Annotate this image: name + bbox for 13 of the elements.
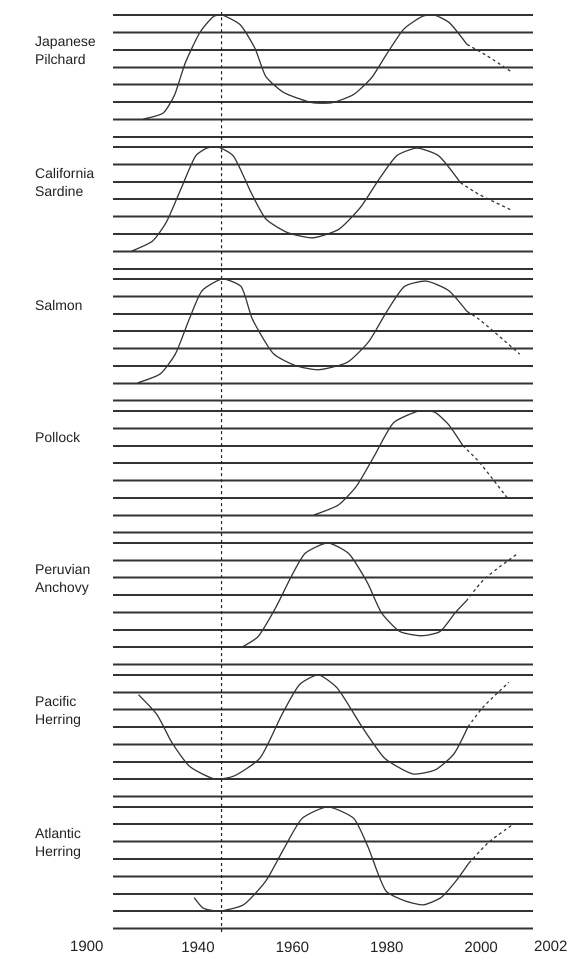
x-tick-label: 2000 [464, 939, 498, 956]
y-axis-title: Atlantic Herring [35, 825, 81, 860]
y-axis-title: Pollock [35, 429, 82, 445]
y-axis-title: Peruvian Anchovy [35, 561, 90, 596]
text: 1900 [70, 938, 104, 955]
x-tick-label: 1980 [370, 939, 404, 956]
y-axis-title: Salmon [35, 297, 82, 313]
x-tick-label: 1960 [276, 939, 310, 956]
y-axis-title: Japanese Pilchard [35, 33, 96, 68]
text: 2002 [534, 938, 568, 955]
y-axis-title: Pacific Herring [35, 693, 81, 728]
y-axis-title: California Sardine [35, 165, 94, 200]
x-tick-label: 1940 [181, 939, 215, 956]
